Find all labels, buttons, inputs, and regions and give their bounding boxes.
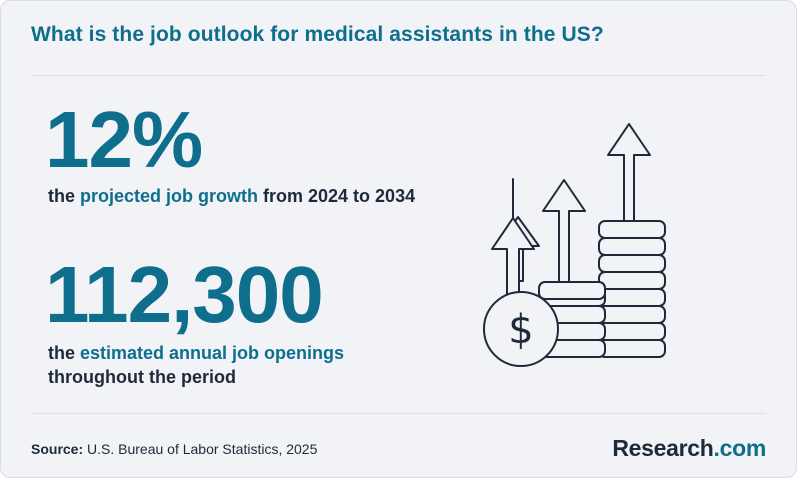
logo-suffix: .com	[713, 435, 767, 461]
stat-growth-description: the projected job growth from 2024 to 20…	[48, 184, 428, 208]
stat-openings-desc-pre: the	[48, 343, 81, 363]
bottom-divider	[31, 413, 766, 414]
top-divider	[31, 75, 766, 76]
source-text: U.S. Bureau of Labor Statistics, 2025	[83, 441, 318, 457]
stat-openings-desc-highlight: estimated annual job openings	[80, 343, 345, 363]
coins-growth-arrows-icon: $	[483, 123, 666, 367]
stat-openings-value: 112,300	[45, 250, 324, 339]
source-label: Source:	[31, 441, 84, 457]
stat-growth-desc-post: from 2024 to 2034	[258, 186, 416, 206]
dollar-sign: $	[508, 307, 533, 353]
stat-growth-desc-pre: the	[48, 186, 81, 206]
research-com-logo: Research.com	[612, 435, 766, 462]
stat-growth-desc-highlight: projected job growth	[80, 186, 259, 206]
source-note: Source: U.S. Bureau of Labor Statistics,…	[31, 441, 317, 457]
stat-openings-description: the estimated annual job openings throug…	[48, 341, 428, 389]
stat-growth-value: 12%	[45, 95, 203, 184]
logo-main: Research	[612, 435, 714, 461]
page-title: What is the job outlook for medical assi…	[31, 23, 604, 46]
stat-openings-desc-post: throughout the period	[48, 367, 236, 387]
